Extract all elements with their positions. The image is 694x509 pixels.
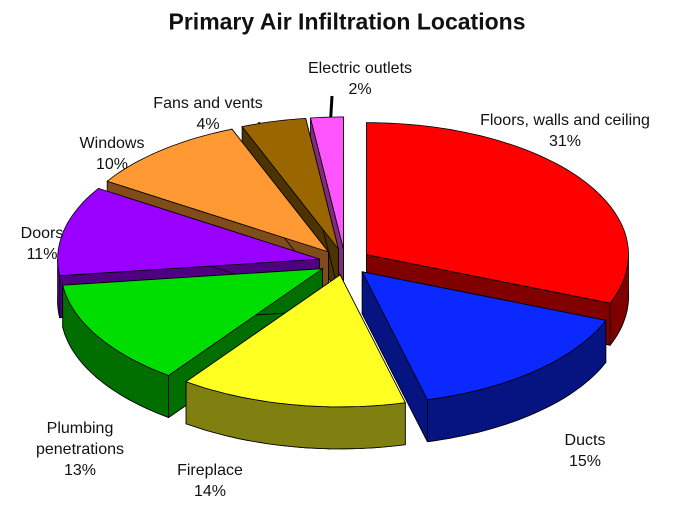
- value-label: 31%: [548, 133, 582, 150]
- slice: [309, 116, 344, 249]
- slice-label: Plumbing penetrations 13%: [25, 419, 135, 481]
- slice: [185, 274, 406, 408]
- chart-title: Primary Air Infiltration Locations: [168, 8, 526, 35]
- category-label: Electric outlets: [307, 60, 413, 78]
- slice-label: Fans and vents 4%: [138, 94, 278, 136]
- slice-label: Ducts 15%: [545, 431, 625, 473]
- category-label: Plumbing penetrations: [35, 419, 125, 458]
- slice-label: Windows 10%: [57, 134, 167, 176]
- slice-label: Electric outlets 2%: [275, 59, 445, 101]
- slice-label: Fireplace 14%: [160, 461, 260, 503]
- value-label: 4%: [196, 116, 220, 133]
- slice: [366, 122, 629, 304]
- slice-label: Floors, walls and ceiling 31%: [435, 111, 694, 153]
- slice: [241, 117, 339, 250]
- category-label: Fireplace: [177, 462, 243, 480]
- category-label: Fans and vents: [153, 95, 263, 113]
- category-label: Windows: [79, 135, 145, 153]
- slice: [62, 268, 325, 376]
- value-label: 13%: [63, 461, 97, 479]
- slice: [361, 271, 607, 401]
- value-label: 10%: [95, 156, 129, 173]
- value-label: 15%: [568, 453, 602, 470]
- value-label: 2%: [348, 81, 372, 98]
- slice: [106, 128, 330, 253]
- slice: [57, 187, 320, 277]
- category-label: Ducts: [564, 432, 606, 450]
- slice-label: Doors 11%: [2, 224, 82, 266]
- value-label: 11%: [26, 246, 58, 263]
- category-label: Doors: [20, 225, 64, 243]
- category-label: Floors, walls and ceiling: [480, 112, 650, 130]
- value-label: 14%: [193, 483, 227, 500]
